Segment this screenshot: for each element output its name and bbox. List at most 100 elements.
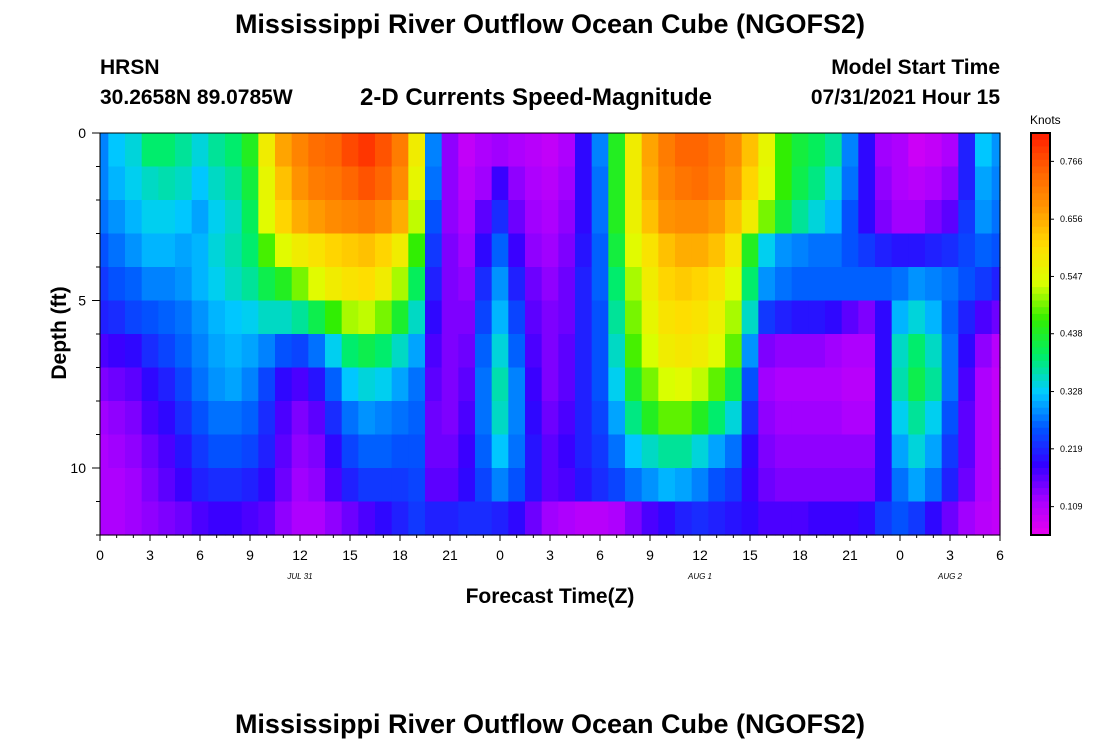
heatmap-cell (925, 233, 943, 268)
colorbar-swatch (1031, 293, 1050, 302)
colorbar-swatch (1031, 421, 1050, 429)
model-start-label: Model Start Time (831, 56, 1000, 79)
heatmap-cell (291, 334, 309, 369)
heatmap-cell (958, 334, 976, 369)
heatmap-cell (358, 233, 376, 268)
heatmap-cell (575, 133, 593, 168)
heatmap-cell (491, 267, 509, 302)
heatmap-cell (975, 233, 993, 268)
colorbar-tick-label: 0.328 (1060, 387, 1083, 397)
heatmap-cell (775, 367, 793, 402)
heatmap-cell (691, 166, 709, 201)
heatmap-cell (591, 300, 609, 335)
heatmap-cell (641, 501, 659, 536)
heatmap-cell (458, 233, 476, 268)
heatmap-cell (958, 166, 976, 201)
colorbar-swatch (1031, 307, 1050, 315)
heatmap-cell (358, 166, 376, 201)
x-tick-label: 3 (946, 547, 954, 563)
heatmap-cell (475, 434, 493, 469)
x-tick-label: 18 (392, 547, 408, 563)
heatmap-cell (758, 367, 776, 402)
colorbar-swatch (1031, 434, 1050, 442)
heatmap-cell (391, 267, 409, 302)
heatmap-cell (291, 468, 309, 503)
heatmap-cell (158, 166, 176, 201)
axes: 0 3 6 9 12 15 18 21 0 3 6 9 12 15 18 21 0 3 6 JUL 31 AUG 1 AU… (70, 125, 1004, 581)
colorbar-swatch (1031, 200, 1050, 208)
heatmap-cell (458, 166, 476, 201)
heatmap-cell (775, 401, 793, 436)
heatmap-cell (708, 200, 726, 235)
heatmap-cell (341, 133, 359, 168)
heatmap-cell (525, 334, 543, 369)
heatmap-cell (775, 233, 793, 268)
heatmap-cell (658, 133, 676, 168)
heatmap-cell (625, 267, 643, 302)
heatmap-cell (975, 401, 993, 436)
heatmap-cell (741, 434, 759, 469)
heatmap-cell (108, 367, 126, 402)
heatmap-cell (625, 166, 643, 201)
heatmap-cell (825, 367, 843, 402)
heatmap-cell (408, 300, 426, 335)
heatmap-cell (125, 401, 143, 436)
heatmap-cell (325, 133, 343, 168)
heatmap-cell (608, 200, 626, 235)
heatmap-cell (408, 267, 426, 302)
heatmap-cell (308, 267, 326, 302)
heatmap-cell (858, 334, 876, 369)
heatmap-cell (225, 468, 243, 503)
heatmap-cell (641, 200, 659, 235)
heatmap-cell (641, 233, 659, 268)
heatmap-cell (225, 133, 243, 168)
heatmap-cell (358, 300, 376, 335)
heatmap-cell (741, 468, 759, 503)
heatmap-cell (991, 233, 1001, 268)
heatmap-cell (308, 501, 326, 536)
heatmap-cell (691, 133, 709, 168)
colorbar-swatch (1031, 253, 1050, 261)
heatmap-cell (100, 401, 109, 436)
colorbar-swatch (1031, 246, 1050, 255)
heatmap-cell (425, 300, 443, 335)
heatmap-cell (925, 434, 943, 469)
heatmap-cell (791, 501, 809, 536)
heatmap-cell (941, 468, 959, 503)
heatmap-cell (691, 300, 709, 335)
heatmap-cell (191, 166, 209, 201)
heatmap-cell (958, 133, 976, 168)
heatmap-cell (441, 300, 459, 335)
heatmap-cell (275, 133, 293, 168)
heatmap-cell (408, 334, 426, 369)
heatmap-cell (208, 133, 226, 168)
colorbar-swatch (1031, 133, 1050, 141)
heatmap-cell (308, 434, 326, 469)
heatmap-cell (558, 468, 576, 503)
heatmap-cell (975, 334, 993, 369)
heatmap-cell (591, 233, 609, 268)
x-tick-label: 18 (792, 547, 808, 563)
heatmap-cell (941, 133, 959, 168)
heatmap-cell (941, 367, 959, 402)
heatmap-cell (708, 133, 726, 168)
heatmap-cell (100, 300, 109, 335)
heatmap-cell (100, 367, 109, 402)
y-tick-label: 10 (70, 460, 86, 476)
heatmap-cell (475, 367, 493, 402)
heatmap-cell (175, 501, 193, 536)
heatmap-cell (408, 401, 426, 436)
heatmap-cell (808, 133, 826, 168)
heatmap-cell (558, 133, 576, 168)
heatmap-cell (608, 334, 626, 369)
heatmap-cell (191, 501, 209, 536)
heatmap-cell (725, 401, 743, 436)
heatmap-cell (308, 200, 326, 235)
heatmap-cell (975, 501, 993, 536)
heatmap-cell (658, 200, 676, 235)
heatmap-cell (558, 166, 576, 201)
heatmap-cell (425, 468, 443, 503)
heatmap-cell (791, 334, 809, 369)
heatmap-cell (425, 334, 443, 369)
heatmap-cell (808, 300, 826, 335)
